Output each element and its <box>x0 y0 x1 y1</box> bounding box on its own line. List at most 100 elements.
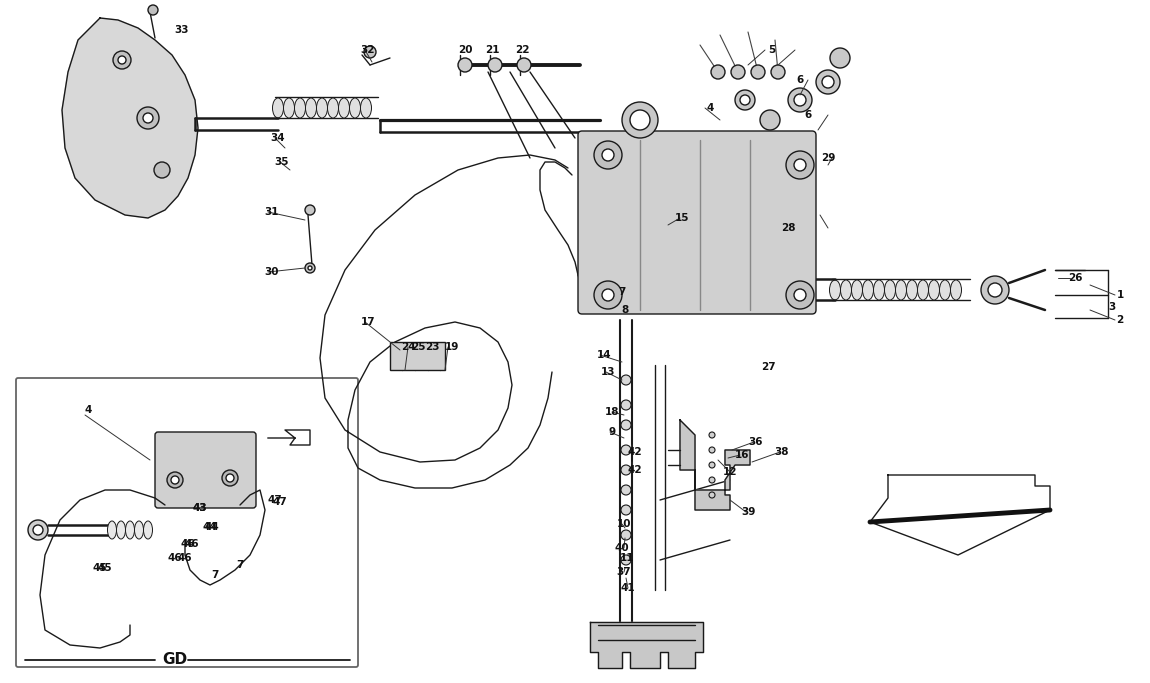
Text: 18: 18 <box>605 407 619 417</box>
Circle shape <box>305 205 315 215</box>
Text: 46: 46 <box>168 553 183 563</box>
Circle shape <box>788 88 812 112</box>
Text: 27: 27 <box>760 362 775 372</box>
Text: 35: 35 <box>275 157 290 167</box>
Circle shape <box>137 107 159 129</box>
Ellipse shape <box>829 280 841 300</box>
Text: 24: 24 <box>400 342 415 352</box>
Circle shape <box>621 420 631 430</box>
Circle shape <box>816 70 840 94</box>
Circle shape <box>710 462 715 468</box>
Text: 42: 42 <box>628 465 643 475</box>
Text: 4: 4 <box>706 103 714 113</box>
Text: 34: 34 <box>270 133 285 143</box>
Ellipse shape <box>116 521 125 539</box>
Ellipse shape <box>928 280 940 300</box>
Bar <box>390 342 445 370</box>
Circle shape <box>113 51 131 69</box>
Circle shape <box>148 5 158 15</box>
Text: 46: 46 <box>178 553 192 563</box>
Circle shape <box>630 110 650 130</box>
Circle shape <box>822 76 834 88</box>
Circle shape <box>518 58 531 72</box>
Circle shape <box>621 375 631 385</box>
Circle shape <box>33 525 43 535</box>
Text: 32: 32 <box>361 45 375 55</box>
Circle shape <box>595 281 622 309</box>
Text: GD: GD <box>162 652 187 667</box>
Text: 39: 39 <box>741 507 756 517</box>
Text: 6: 6 <box>796 75 804 85</box>
Text: 31: 31 <box>264 207 279 217</box>
Circle shape <box>621 445 631 455</box>
Text: 1: 1 <box>1117 290 1124 300</box>
Circle shape <box>785 151 814 179</box>
Text: 7: 7 <box>236 560 244 570</box>
Circle shape <box>622 102 658 138</box>
Circle shape <box>751 65 765 79</box>
Circle shape <box>118 56 126 64</box>
Circle shape <box>830 48 850 68</box>
Circle shape <box>981 276 1009 304</box>
Text: 41: 41 <box>621 583 635 593</box>
Circle shape <box>621 485 631 495</box>
Text: 47: 47 <box>268 495 283 505</box>
Ellipse shape <box>328 98 338 118</box>
Text: 16: 16 <box>735 450 750 460</box>
Text: 43: 43 <box>193 503 207 513</box>
Polygon shape <box>590 622 703 668</box>
Ellipse shape <box>135 521 144 539</box>
Polygon shape <box>871 475 1050 555</box>
Text: 46: 46 <box>181 539 196 549</box>
Circle shape <box>621 505 631 515</box>
Circle shape <box>621 400 631 410</box>
Text: 8: 8 <box>621 305 629 315</box>
Ellipse shape <box>294 98 306 118</box>
Text: 2: 2 <box>1117 315 1124 325</box>
Circle shape <box>770 65 785 79</box>
Circle shape <box>601 149 614 161</box>
Circle shape <box>793 94 806 106</box>
Ellipse shape <box>125 521 135 539</box>
Circle shape <box>595 141 622 169</box>
Ellipse shape <box>906 280 918 300</box>
Text: 12: 12 <box>722 467 737 477</box>
Ellipse shape <box>360 98 371 118</box>
Text: 9: 9 <box>608 427 615 437</box>
Ellipse shape <box>306 98 316 118</box>
Polygon shape <box>268 430 310 445</box>
Text: 29: 29 <box>821 153 835 163</box>
Ellipse shape <box>896 280 906 300</box>
Ellipse shape <box>951 280 961 300</box>
Text: 5: 5 <box>768 45 775 55</box>
Circle shape <box>458 58 472 72</box>
Circle shape <box>710 432 715 438</box>
FancyBboxPatch shape <box>16 378 358 667</box>
Circle shape <box>621 465 631 475</box>
Circle shape <box>710 492 715 498</box>
Text: 15: 15 <box>675 213 689 223</box>
Ellipse shape <box>884 280 896 300</box>
Text: 38: 38 <box>775 447 789 457</box>
Text: 19: 19 <box>445 342 459 352</box>
Ellipse shape <box>316 98 328 118</box>
Circle shape <box>488 58 503 72</box>
Text: 28: 28 <box>781 223 796 233</box>
Text: 33: 33 <box>175 25 190 35</box>
Text: 26: 26 <box>1067 273 1082 283</box>
Ellipse shape <box>107 521 116 539</box>
Circle shape <box>621 530 631 540</box>
Circle shape <box>222 470 238 486</box>
Circle shape <box>305 263 315 273</box>
FancyBboxPatch shape <box>155 432 256 508</box>
Text: 43: 43 <box>193 503 207 513</box>
Circle shape <box>710 477 715 483</box>
Circle shape <box>793 289 806 301</box>
Text: 40: 40 <box>615 543 629 553</box>
Circle shape <box>167 472 183 488</box>
Text: 14: 14 <box>597 350 612 360</box>
Ellipse shape <box>284 98 294 118</box>
Text: 13: 13 <box>600 367 615 377</box>
Circle shape <box>735 90 756 110</box>
Text: 11: 11 <box>620 553 635 563</box>
